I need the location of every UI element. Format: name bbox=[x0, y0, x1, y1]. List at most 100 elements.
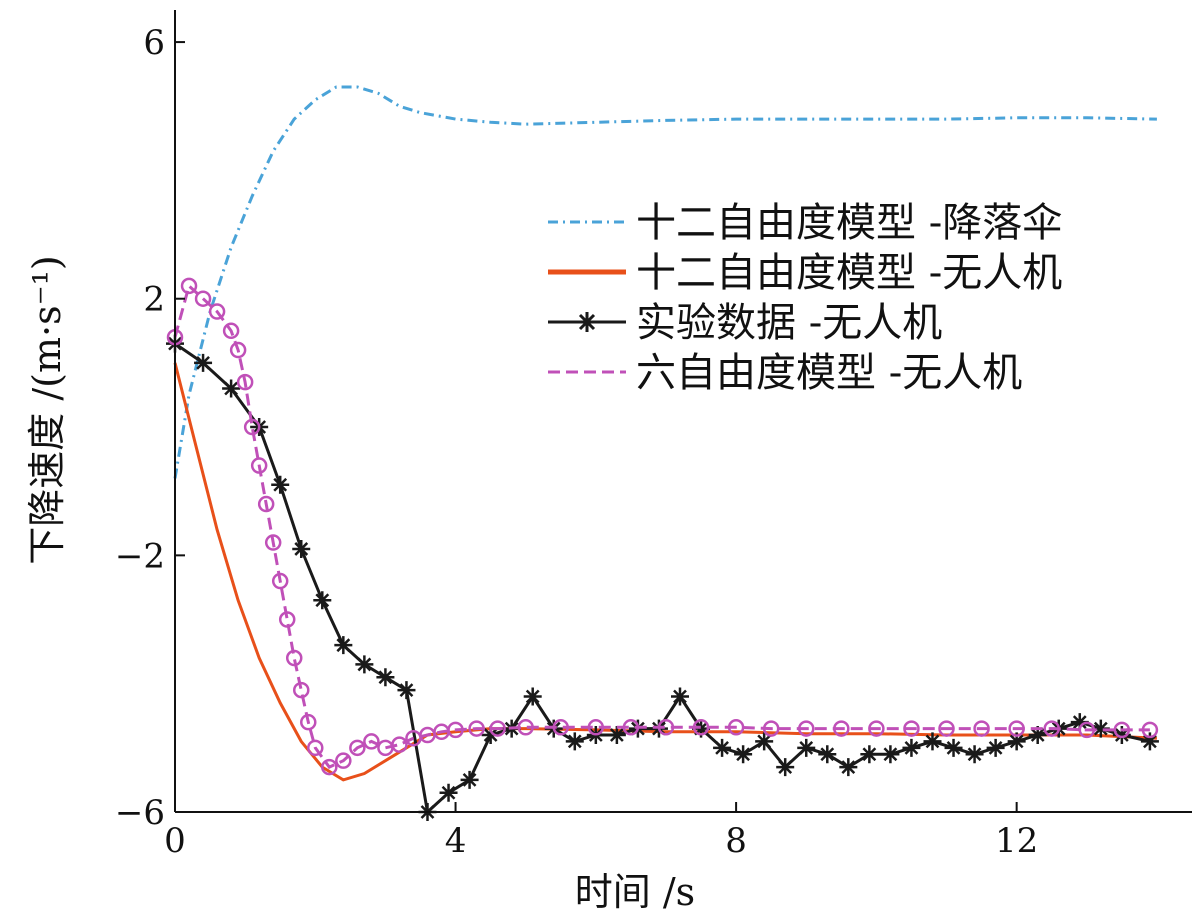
data-point bbox=[1028, 726, 1047, 745]
data-point bbox=[776, 758, 795, 777]
y-axis-title: 下降速度 /(m·s⁻¹) bbox=[25, 255, 69, 564]
data-point bbox=[986, 738, 1005, 757]
data-point bbox=[565, 732, 584, 751]
data-point bbox=[713, 738, 732, 757]
legend-item: 六自由度模型 -无人机 bbox=[548, 350, 1022, 396]
data-point bbox=[868, 720, 885, 737]
ticks-layer: 0 4 8 12 −6 −2 2 6 bbox=[115, 23, 1038, 861]
data-point bbox=[278, 611, 296, 628]
data-point bbox=[292, 539, 311, 558]
data-point bbox=[587, 719, 605, 736]
data-point bbox=[1140, 732, 1159, 751]
data-point bbox=[321, 758, 338, 776]
data-point bbox=[692, 719, 711, 738]
data-point bbox=[881, 745, 900, 764]
data-point bbox=[481, 726, 500, 745]
data-point bbox=[860, 745, 879, 764]
legend-label: 十二自由度模型 -降落伞 bbox=[636, 200, 1062, 246]
legend-item: 十二自由度模型 -降落伞 bbox=[548, 200, 1062, 246]
series-line bbox=[174, 342, 1151, 815]
data-point bbox=[236, 373, 254, 391]
data-point bbox=[797, 738, 816, 757]
data-point bbox=[965, 745, 984, 764]
data-point bbox=[468, 720, 485, 737]
data-point bbox=[180, 277, 198, 295]
series-layer bbox=[166, 85, 1159, 821]
data-point bbox=[923, 732, 942, 751]
y-tick-label: −6 bbox=[115, 793, 165, 833]
data-point bbox=[1007, 732, 1026, 751]
x-tick-label: 8 bbox=[725, 821, 747, 861]
data-point bbox=[264, 534, 282, 551]
data-point bbox=[194, 290, 212, 307]
data-point bbox=[439, 783, 458, 802]
axes-layer bbox=[174, 10, 1192, 813]
data-point bbox=[517, 719, 534, 736]
y-tick-label: −2 bbox=[115, 536, 165, 576]
series-line bbox=[173, 85, 1157, 479]
data-point bbox=[1043, 720, 1060, 737]
data-point bbox=[902, 738, 921, 757]
data-point bbox=[257, 495, 275, 513]
data-point bbox=[903, 720, 920, 737]
data-point bbox=[1141, 721, 1159, 739]
data-point bbox=[944, 738, 963, 757]
x-tick-label: 12 bbox=[995, 821, 1038, 861]
data-point bbox=[1008, 720, 1025, 737]
data-point bbox=[938, 720, 955, 737]
data-point bbox=[762, 720, 780, 737]
y-tick-label: 6 bbox=[143, 23, 165, 63]
data-point bbox=[727, 719, 745, 736]
data-point bbox=[300, 713, 317, 731]
legend-marker bbox=[577, 312, 597, 332]
data-point bbox=[222, 379, 241, 398]
data-point bbox=[460, 770, 479, 789]
data-point bbox=[194, 353, 213, 372]
legend-item: 十二自由度模型 -无人机 bbox=[548, 250, 1062, 296]
data-point bbox=[489, 720, 506, 737]
data-point bbox=[355, 655, 374, 674]
data-point bbox=[313, 591, 332, 610]
x-tick-label: 4 bbox=[445, 821, 467, 861]
data-point bbox=[335, 752, 352, 769]
data-point bbox=[1078, 721, 1096, 739]
data-point bbox=[657, 719, 675, 736]
data-point bbox=[208, 303, 226, 320]
legend-label: 实验数据 -无人机 bbox=[636, 300, 942, 346]
data-point bbox=[692, 719, 710, 736]
data-point bbox=[523, 687, 542, 706]
data-point bbox=[1091, 719, 1110, 738]
data-point bbox=[839, 758, 858, 777]
data-point bbox=[622, 719, 640, 736]
data-point bbox=[973, 720, 990, 737]
data-point bbox=[285, 649, 303, 667]
data-point bbox=[607, 726, 626, 745]
series-3 bbox=[166, 277, 1159, 776]
data-point bbox=[376, 668, 395, 687]
data-point bbox=[1113, 721, 1131, 739]
data-point bbox=[797, 720, 815, 737]
x-tick-label: 0 bbox=[164, 821, 186, 861]
legend-label: 十二自由度模型 -无人机 bbox=[636, 250, 1062, 296]
data-point bbox=[229, 341, 247, 359]
data-point bbox=[271, 572, 289, 590]
data-point bbox=[447, 721, 464, 739]
data-point bbox=[755, 732, 774, 751]
data-point bbox=[833, 720, 850, 737]
series-0 bbox=[173, 85, 1157, 479]
legend-label: 六自由度模型 -无人机 bbox=[636, 350, 1022, 396]
data-point bbox=[391, 736, 408, 753]
data-point bbox=[670, 687, 689, 706]
data-point bbox=[334, 636, 353, 655]
data-point bbox=[243, 418, 261, 436]
data-point bbox=[349, 739, 366, 757]
data-point bbox=[734, 745, 753, 764]
x-axis-title: 时间 /s bbox=[575, 870, 695, 914]
legend-item: 实验数据 -无人机 bbox=[548, 300, 942, 346]
data-point bbox=[363, 733, 380, 750]
data-point bbox=[1070, 713, 1089, 732]
data-point bbox=[250, 457, 268, 474]
data-point bbox=[1112, 726, 1131, 745]
